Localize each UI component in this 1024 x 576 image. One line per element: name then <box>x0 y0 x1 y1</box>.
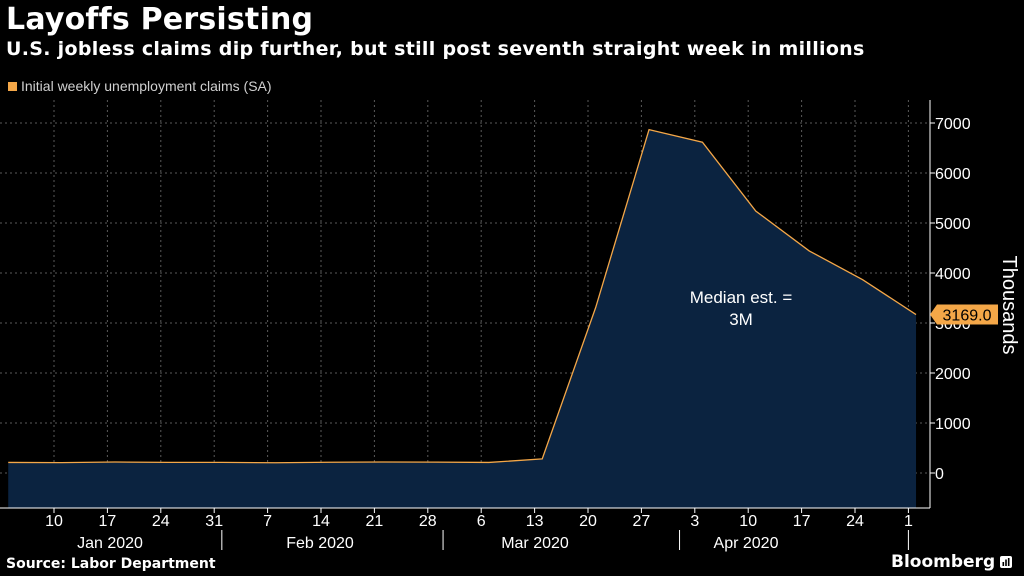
y-tick-label: 0 <box>935 466 944 483</box>
y-tick-label: 2000 <box>935 366 971 383</box>
x-tick-label: 6 <box>477 513 486 530</box>
bloomberg-terminal-icon <box>1000 556 1013 568</box>
x-tick-label: 27 <box>633 513 651 530</box>
annotation-text: Median est. = <box>690 288 793 307</box>
chart-title: Layoffs Persisting <box>6 2 314 37</box>
x-tick-label: 20 <box>579 513 597 530</box>
annotation-text: 3M <box>729 310 753 329</box>
x-tick-label: 14 <box>312 513 330 530</box>
y-axis-title: Thousands <box>998 256 1020 355</box>
legend-label: Initial weekly unemployment claims (SA) <box>21 78 272 94</box>
x-tick-label: 10 <box>739 513 757 530</box>
legend: Initial weekly unemployment claims (SA) <box>8 78 272 94</box>
x-tick-label: 28 <box>419 513 437 530</box>
last-value-callout <box>930 304 998 325</box>
x-tick-label: 10 <box>45 513 63 530</box>
y-tick-label: 1000 <box>935 416 971 433</box>
x-tick-label: 3 <box>690 513 699 530</box>
x-group-label: Feb 2020 <box>286 535 354 552</box>
x-group-label: Mar 2020 <box>501 535 569 552</box>
x-tick-label: 17 <box>99 513 117 530</box>
x-tick-label: 13 <box>526 513 544 530</box>
x-tick-label: 7 <box>263 513 272 530</box>
last-value-label: 3169.0 <box>943 308 992 325</box>
x-tick-label: 31 <box>205 513 223 530</box>
x-tick-label: 17 <box>793 513 811 530</box>
y-tick-label: 7000 <box>935 116 971 133</box>
x-tick-label: 24 <box>846 513 864 530</box>
y-tick-label: 6000 <box>935 166 971 183</box>
x-tick-label: 21 <box>366 513 384 530</box>
brand-logo: Bloomberg <box>891 552 1013 572</box>
y-tick-label: 4000 <box>935 266 971 283</box>
brand-name: Bloomberg <box>891 552 996 572</box>
source-note: Source: Labor Department <box>6 556 216 572</box>
chart-subtitle: U.S. jobless claims dip further, but sti… <box>6 38 865 60</box>
x-group-label: Apr 2020 <box>714 535 779 552</box>
x-tick-label: 1 <box>904 513 913 530</box>
legend-swatch <box>8 81 17 91</box>
series-area <box>8 129 917 508</box>
series-line <box>8 128 917 464</box>
x-group-label: Jan 2020 <box>77 535 143 552</box>
y-tick-label: 5000 <box>935 216 971 233</box>
x-tick-label: 24 <box>152 513 170 530</box>
